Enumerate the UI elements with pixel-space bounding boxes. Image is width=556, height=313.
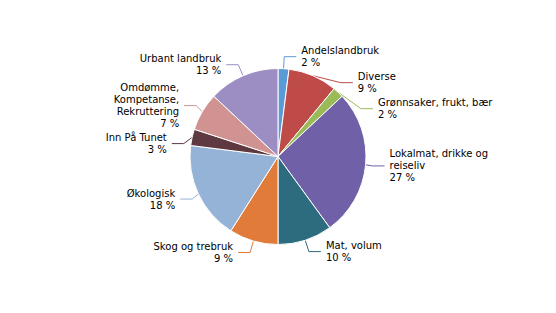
svg-text:Urbant landbruk: Urbant landbruk [140, 53, 222, 64]
svg-text:Rekruttering: Rekruttering [117, 106, 179, 117]
svg-text:reiseliv: reiseliv [390, 160, 426, 171]
svg-text:13 %: 13 % [196, 65, 221, 76]
svg-text:Inn På Tunet: Inn På Tunet [106, 131, 167, 143]
svg-text:9 %: 9 % [358, 83, 377, 94]
svg-text:Kompetanse,: Kompetanse, [114, 94, 179, 105]
svg-text:Omdømme,: Omdømme, [120, 82, 179, 93]
svg-text:Skog og trebruk: Skog og trebruk [153, 241, 233, 252]
svg-text:Diverse: Diverse [358, 71, 396, 82]
svg-text:2 %: 2 % [378, 109, 397, 120]
svg-text:9 %: 9 % [214, 253, 233, 264]
svg-text:Økologisk: Økologisk [127, 188, 176, 199]
svg-text:Grønnsaker, frukt, bær: Grønnsaker, frukt, bær [378, 97, 493, 108]
svg-text:Andelslandbruk: Andelslandbruk [301, 45, 379, 56]
svg-text:10 %: 10 % [326, 252, 351, 263]
svg-text:3 %: 3 % [148, 144, 167, 155]
svg-text:2 %: 2 % [301, 57, 320, 68]
svg-text:18 %: 18 % [150, 200, 175, 211]
svg-text:Mat, volum: Mat, volum [326, 240, 382, 251]
svg-text:Lokalmat, drikke og: Lokalmat, drikke og [390, 148, 488, 159]
svg-text:7 %: 7 % [160, 118, 179, 129]
svg-text:27 %: 27 % [390, 172, 415, 183]
